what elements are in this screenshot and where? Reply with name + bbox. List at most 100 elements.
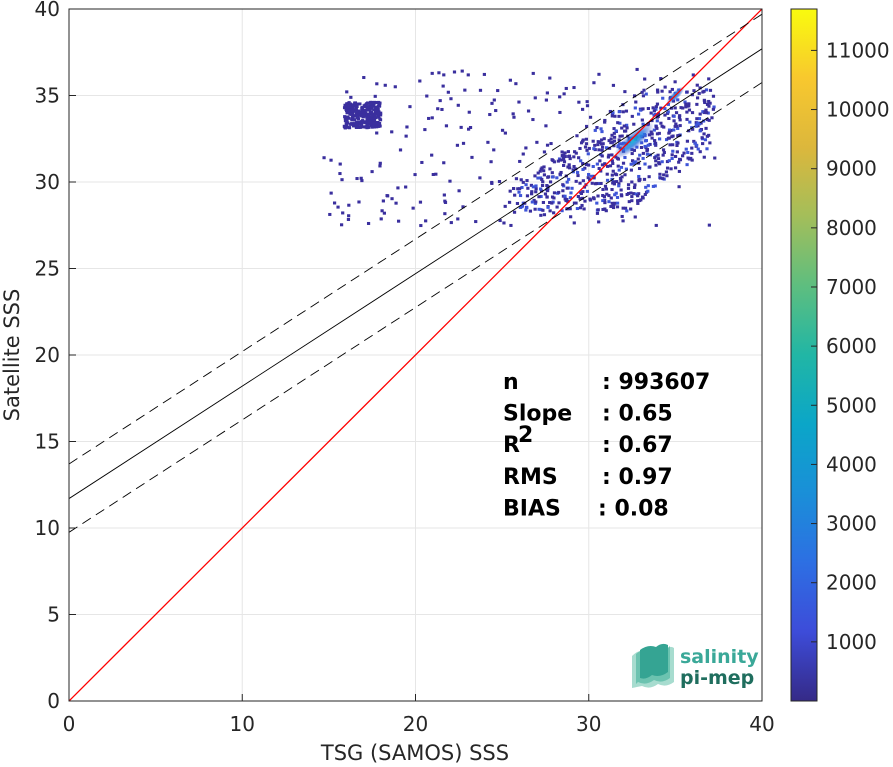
density-cell — [607, 146, 612, 150]
density-cell — [586, 176, 590, 180]
density-cell — [524, 183, 528, 187]
density-cell — [644, 92, 648, 96]
density-cell — [430, 71, 434, 75]
density-cell — [413, 173, 417, 177]
density-cell — [603, 118, 607, 122]
density-cell — [540, 184, 545, 188]
density-cell — [350, 118, 354, 122]
density-cell — [443, 199, 447, 203]
density-cell — [517, 190, 521, 194]
density-cell — [711, 94, 716, 98]
density-cell — [345, 117, 349, 121]
density-cell — [345, 109, 350, 113]
density-cell — [611, 181, 615, 185]
density-cell — [690, 111, 695, 115]
density-cell — [418, 79, 422, 83]
density-cell — [518, 187, 522, 191]
density-cell — [361, 119, 365, 123]
density-cell — [659, 106, 663, 110]
density-cell — [663, 107, 667, 111]
density-cell — [600, 145, 605, 149]
density-cell — [687, 108, 692, 112]
density-cell — [634, 192, 638, 196]
density-cell — [636, 199, 640, 203]
density-cell — [598, 159, 602, 163]
density-cell — [596, 143, 600, 147]
density-cell — [355, 120, 359, 124]
density-cell — [370, 110, 374, 114]
density-cell — [614, 173, 619, 177]
density-cell — [466, 73, 470, 77]
density-cell — [683, 100, 687, 104]
colorbar-tick-label: 10000 — [826, 98, 890, 122]
density-cell — [674, 111, 679, 115]
density-cell — [529, 183, 534, 187]
density-cell — [626, 183, 631, 187]
density-cell — [360, 109, 364, 113]
density-cell — [436, 107, 440, 111]
density-cell — [654, 159, 658, 163]
density-cell — [662, 151, 666, 155]
density-cell — [362, 111, 366, 115]
density-cell — [455, 143, 460, 147]
density-cell — [348, 105, 352, 109]
density-cell — [646, 184, 650, 188]
density-cell — [353, 118, 357, 122]
density-cell — [358, 122, 362, 126]
density-cell — [612, 131, 616, 135]
density-cell — [656, 153, 660, 157]
density-cell — [697, 91, 701, 95]
density-cell — [562, 160, 567, 164]
density-cell — [550, 201, 554, 205]
density-cell — [708, 141, 712, 145]
density-cell — [667, 116, 671, 120]
y-tick-label: 40 — [35, 0, 60, 21]
density-cell — [661, 148, 666, 152]
density-cell — [513, 193, 517, 197]
density-cell — [351, 108, 355, 112]
density-cell — [620, 126, 624, 130]
density-cell — [563, 194, 567, 198]
density-cell — [575, 134, 579, 138]
density-cell — [703, 138, 708, 142]
density-cell — [343, 125, 347, 129]
density-cell — [354, 125, 359, 129]
density-cell — [673, 80, 677, 84]
density-cell — [678, 114, 682, 118]
density-cell — [559, 170, 563, 174]
density-cell — [595, 162, 599, 166]
density-cell — [660, 160, 664, 164]
density-cell — [595, 126, 599, 130]
density-cell — [602, 137, 606, 141]
density-cell — [548, 167, 552, 171]
density-cell — [354, 108, 358, 112]
density-cell — [684, 102, 688, 106]
density-cell — [686, 156, 690, 160]
colorbar-tick-label: 4000 — [826, 452, 877, 476]
density-cell — [702, 119, 706, 123]
density-cell — [645, 147, 650, 151]
density-cell — [605, 164, 610, 168]
density-cell — [343, 119, 348, 123]
density-cell — [676, 126, 680, 130]
density-cell — [697, 122, 702, 126]
density-cell — [539, 195, 543, 199]
density-cell — [583, 199, 587, 203]
density-cell — [637, 167, 642, 171]
density-cell — [431, 172, 435, 176]
density-cell — [599, 169, 603, 173]
density-cell — [343, 103, 347, 107]
density-cell — [646, 189, 650, 193]
y-tick-label: 15 — [35, 430, 60, 454]
density-cell — [558, 172, 562, 176]
density-cell — [531, 118, 535, 122]
density-cell — [546, 205, 550, 209]
salinity-pi-mep-logo: salinity pi-mep — [632, 643, 759, 689]
density-cell — [571, 168, 575, 172]
density-cell — [629, 191, 633, 195]
density-cell — [610, 188, 614, 192]
density-cell — [657, 131, 661, 135]
density-cell — [525, 194, 530, 198]
density-cell — [467, 110, 471, 114]
density-cell — [369, 102, 373, 106]
